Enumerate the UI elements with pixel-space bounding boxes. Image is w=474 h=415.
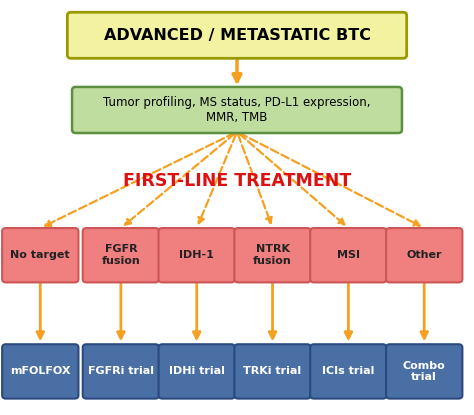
- Text: Combo
trial: Combo trial: [403, 361, 446, 382]
- FancyBboxPatch shape: [2, 344, 78, 398]
- FancyArrowPatch shape: [345, 284, 352, 338]
- FancyArrowPatch shape: [233, 60, 241, 81]
- FancyArrowPatch shape: [37, 284, 44, 338]
- FancyBboxPatch shape: [82, 228, 159, 282]
- FancyBboxPatch shape: [234, 344, 311, 398]
- FancyBboxPatch shape: [310, 344, 386, 398]
- FancyBboxPatch shape: [158, 228, 235, 282]
- FancyBboxPatch shape: [386, 344, 462, 398]
- FancyArrowPatch shape: [193, 284, 200, 338]
- FancyArrowPatch shape: [238, 134, 272, 223]
- FancyBboxPatch shape: [72, 87, 402, 133]
- Text: FGFRi trial: FGFRi trial: [88, 366, 154, 376]
- FancyBboxPatch shape: [2, 228, 78, 282]
- FancyBboxPatch shape: [158, 344, 235, 398]
- FancyArrowPatch shape: [198, 134, 236, 223]
- Text: Other: Other: [407, 250, 442, 260]
- Text: IDH-1: IDH-1: [179, 250, 214, 260]
- FancyArrowPatch shape: [239, 134, 345, 225]
- FancyBboxPatch shape: [234, 228, 311, 282]
- FancyArrowPatch shape: [45, 133, 235, 226]
- Text: MSI: MSI: [337, 250, 360, 260]
- FancyArrowPatch shape: [239, 133, 419, 226]
- FancyArrowPatch shape: [421, 284, 428, 338]
- Text: FGFR
fusion: FGFR fusion: [101, 244, 140, 266]
- Text: ADVANCED / METASTATIC BTC: ADVANCED / METASTATIC BTC: [103, 28, 371, 43]
- Text: ICIs trial: ICIs trial: [322, 366, 374, 376]
- Text: IDHi trial: IDHi trial: [169, 366, 225, 376]
- FancyBboxPatch shape: [82, 344, 159, 398]
- FancyArrowPatch shape: [118, 284, 124, 338]
- Text: FIRST-LINE TREATMENT: FIRST-LINE TREATMENT: [123, 171, 351, 190]
- Text: mFOLFOX: mFOLFOX: [10, 366, 71, 376]
- FancyBboxPatch shape: [67, 12, 407, 58]
- Text: TRKi trial: TRKi trial: [244, 366, 301, 376]
- FancyArrowPatch shape: [125, 134, 235, 225]
- Text: NTRK
fusion: NTRK fusion: [253, 244, 292, 266]
- Text: No target: No target: [10, 250, 70, 260]
- FancyBboxPatch shape: [310, 228, 386, 282]
- FancyBboxPatch shape: [386, 228, 462, 282]
- Text: Tumor profiling, MS status, PD-L1 expression,
MMR, TMB: Tumor profiling, MS status, PD-L1 expres…: [103, 96, 371, 124]
- FancyArrowPatch shape: [269, 284, 276, 338]
